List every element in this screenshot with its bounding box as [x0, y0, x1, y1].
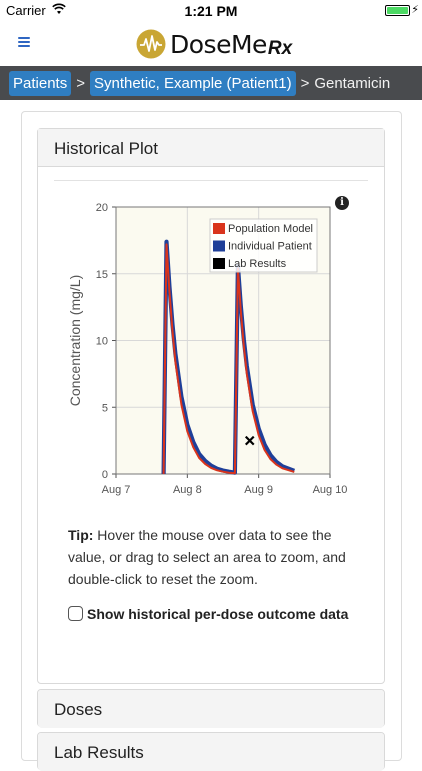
carrier-label: Carrier — [6, 3, 46, 18]
y-tick-label: 15 — [96, 269, 108, 281]
lab-results-header[interactable]: Lab Results — [38, 733, 384, 771]
x-tick-label: Aug 7 — [102, 484, 131, 496]
x-tick-label: Aug 10 — [313, 484, 348, 496]
doses-card: Doses — [37, 689, 385, 728]
breadcrumb: Patients > Synthetic, Example (Patient1)… — [0, 66, 422, 100]
tip-label: Tip: — [68, 527, 94, 543]
battery-icon — [385, 5, 410, 16]
hamburger-menu-icon[interactable] — [18, 37, 30, 47]
status-time: 1:21 PM — [184, 3, 238, 19]
chart-legend — [209, 218, 318, 273]
app-header: DoseMe Rx — [0, 22, 422, 66]
legend-label: Lab Results — [228, 258, 287, 270]
historical-outcome-toggle[interactable]: Show historical per-dose outcome data — [68, 603, 368, 625]
charging-bolt-icon: ⚡ — [411, 4, 419, 16]
breadcrumb-patient[interactable]: Synthetic, Example (Patient1) — [89, 70, 296, 96]
tip-body: Hover the mouse over data to see the val… — [68, 527, 346, 587]
breadcrumb-separator: > — [76, 74, 85, 92]
x-tick-label: Aug 8 — [173, 484, 202, 496]
y-axis-label: Concentration (mg/L) — [67, 275, 83, 407]
concentration-chart[interactable]: Aug 7 Aug 8 Aug 9 Aug 10 0 5 10 15 20 Concentrati… — [62, 190, 352, 508]
series-line[interactable] — [162, 243, 295, 475]
plot-border — [115, 206, 331, 475]
breadcrumb-separator: > — [300, 74, 310, 92]
x-tick-label: Aug 9 — [244, 484, 273, 496]
legend-label: Individual Patient — [228, 241, 312, 253]
wifi-icon — [52, 3, 66, 14]
historical-outcome-checkbox[interactable] — [68, 606, 83, 621]
logo-rx: Rx — [267, 38, 293, 59]
historical-outcome-label: Show historical per-dose outcome data — [87, 606, 349, 622]
status-bar: Carrier 1:21 PM ⚡ — [0, 0, 422, 22]
legend-label: Population Model — [228, 223, 313, 235]
y-tick-label: 10 — [96, 336, 108, 348]
lab-result-marker[interactable] — [244, 435, 255, 446]
legend-swatch — [213, 258, 225, 269]
legend-swatch — [213, 240, 225, 252]
battery-fill — [387, 7, 408, 14]
lab-results-card: Lab Results — [37, 732, 385, 771]
series-line[interactable] — [161, 239, 296, 475]
y-tick-label: 0 — [102, 469, 108, 481]
tip-text: Tip: Hover the mouse over data to see th… — [68, 524, 368, 590]
legend-swatch — [213, 223, 225, 234]
breadcrumb-current: Gentamicin — [314, 74, 391, 92]
info-icon[interactable]: i — [335, 196, 349, 210]
divider — [54, 180, 368, 181]
breadcrumb-patients[interactable]: Patients — [9, 70, 72, 96]
historical-plot-header[interactable]: Historical Plot — [38, 129, 384, 167]
doseme-logo: DoseMe Rx — [136, 26, 292, 62]
y-tick-label: 5 — [102, 402, 108, 414]
logo-text: DoseMe — [170, 29, 267, 59]
y-tick-label: 20 — [96, 202, 108, 214]
logo-wave-icon — [136, 29, 166, 59]
doses-header[interactable]: Doses — [38, 690, 384, 728]
